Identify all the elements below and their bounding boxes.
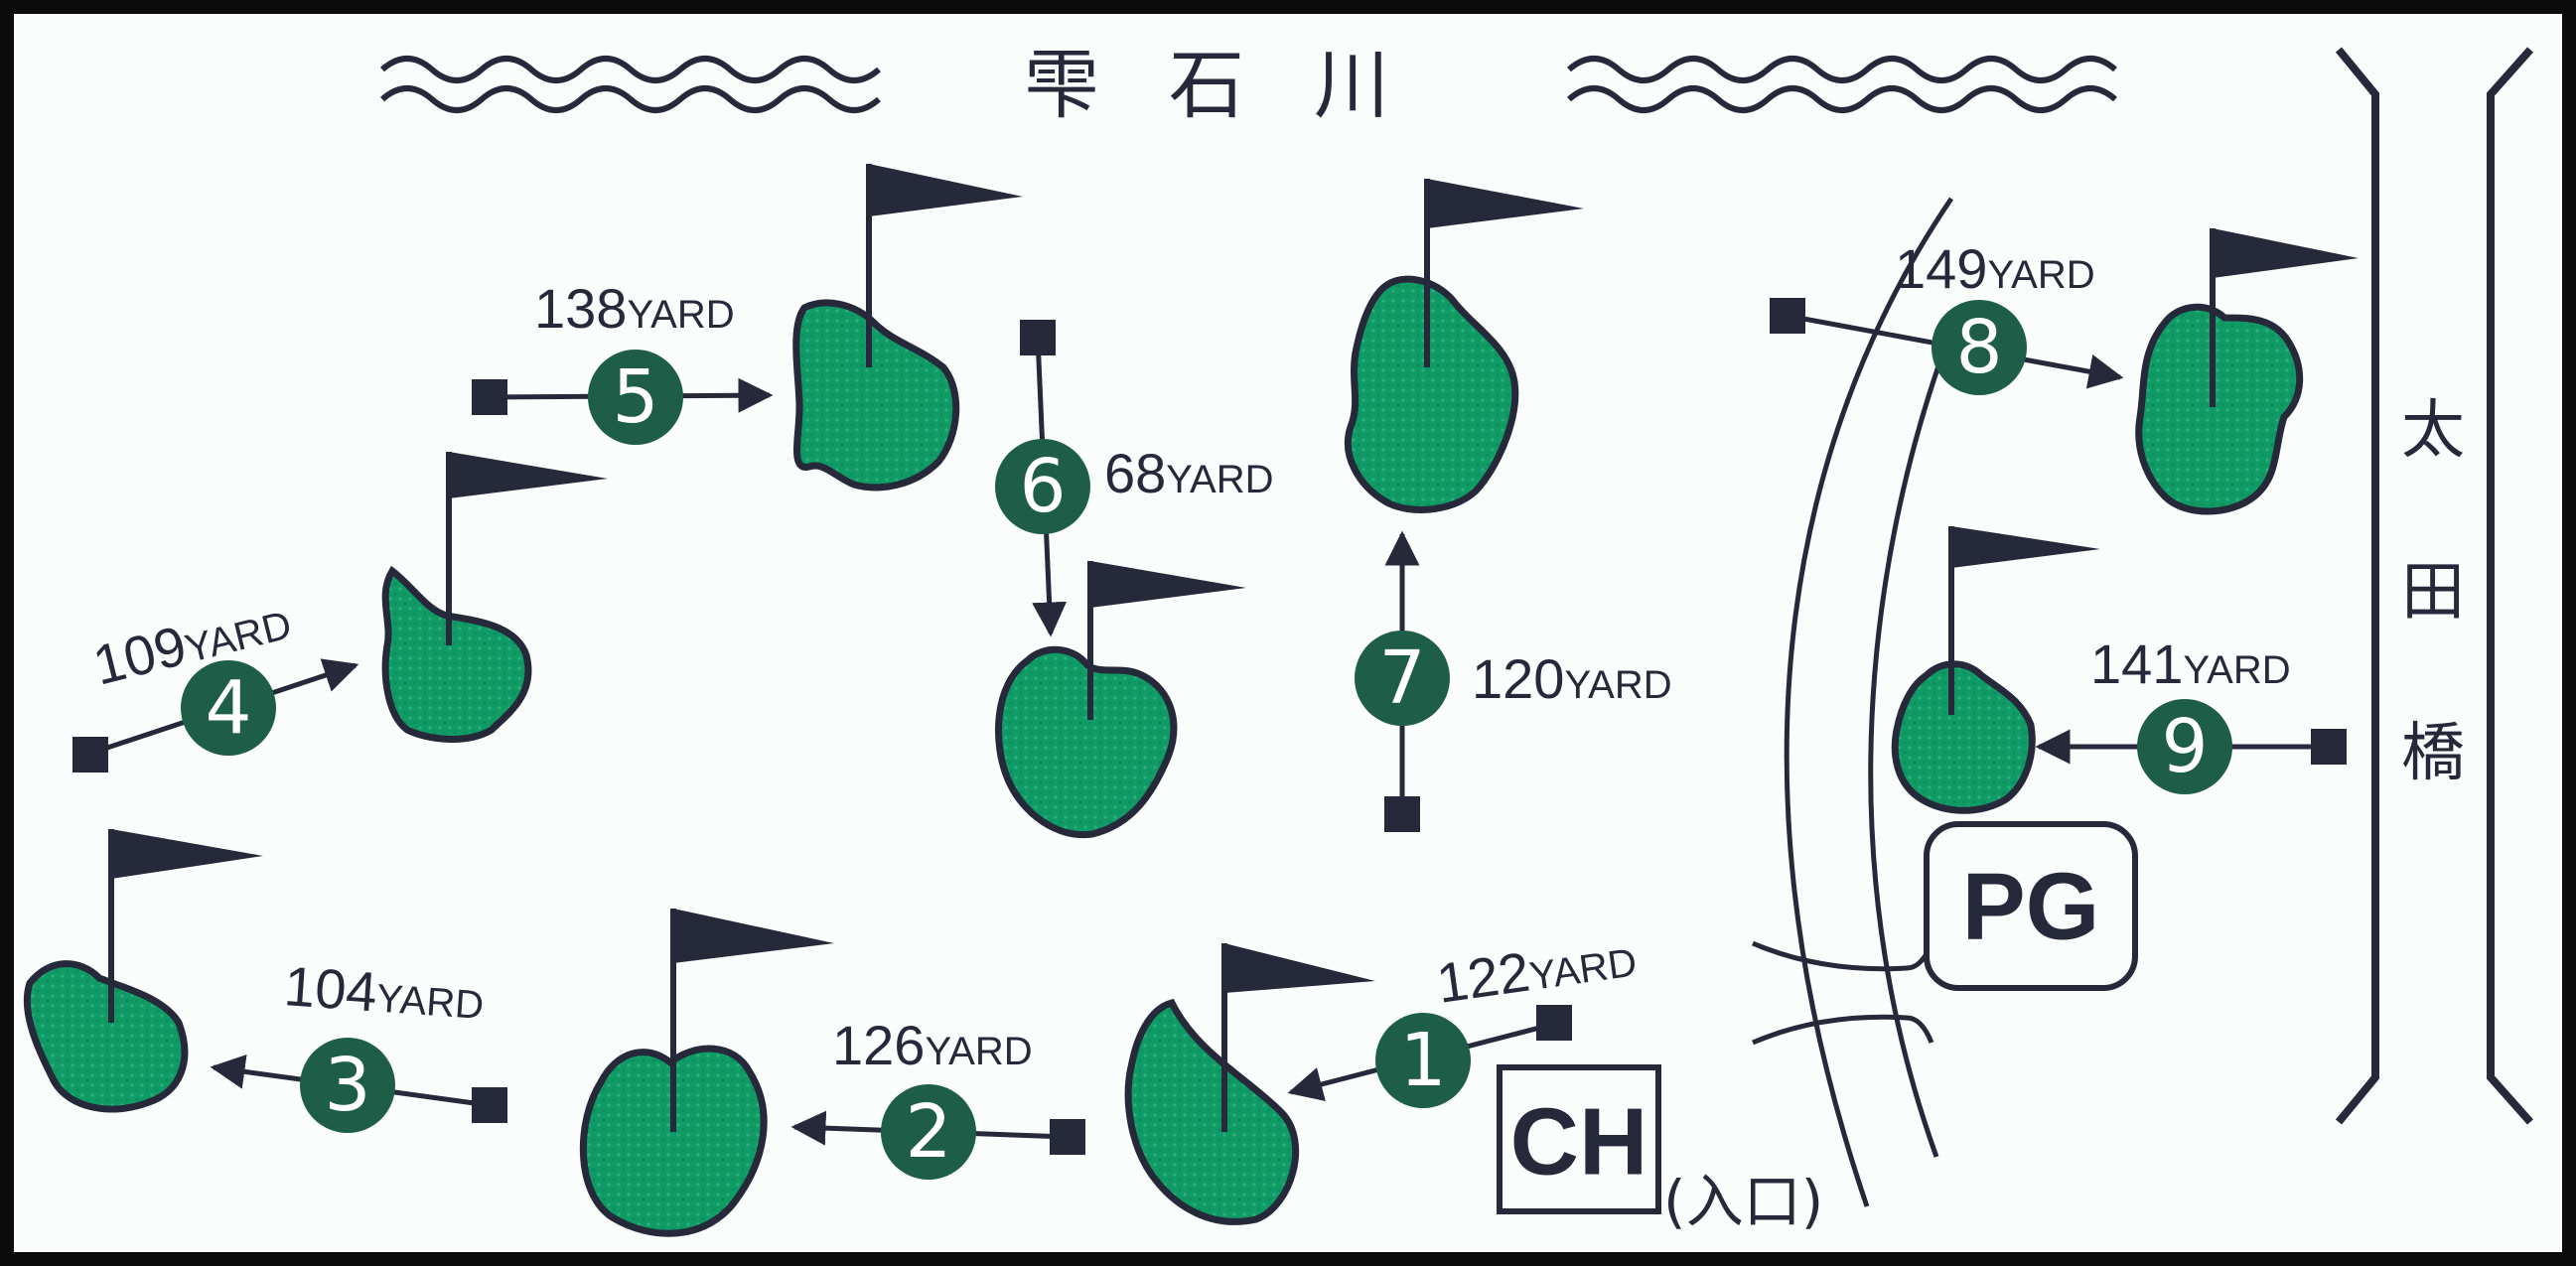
hole-2-yardage: 126YARD [832, 1014, 1033, 1076]
hole-5-number: 5 [612, 354, 658, 440]
yardage-unit: YARD [1987, 253, 2094, 297]
hole-3-number: 3 [324, 1043, 370, 1128]
yardage-value: 141 [2090, 633, 2183, 695]
hole-marker-circle [881, 1084, 976, 1180]
yardage-unit: YARD [925, 1030, 1032, 1073]
flag-icon [1427, 179, 1584, 228]
hole-2-green [579, 909, 834, 1237]
hole-marker-circle [181, 660, 276, 756]
flag-icon [111, 829, 263, 879]
yardage-value: 68 [1104, 442, 1166, 504]
hole-2-tee [1050, 1119, 1085, 1155]
hole-marker-circle [2137, 699, 2232, 794]
hole-marker-circle [1932, 300, 2027, 395]
yardage-value: 122 [1433, 939, 1533, 1014]
flag-icon [1951, 526, 2100, 568]
flag-icon [449, 452, 608, 498]
hole-9-yardage: 141YARD [2090, 633, 2291, 695]
hole-4-number: 4 [205, 665, 251, 751]
yardage-value: 104 [282, 954, 379, 1023]
green-shape [2135, 303, 2304, 515]
flag-icon [1090, 561, 1246, 608]
hole-3-tee [472, 1087, 507, 1123]
hole-1-marker: 1 [1375, 1013, 1471, 1108]
yardage-unit: YARD [1166, 458, 1273, 501]
tee-markers [72, 298, 2347, 1155]
hole-3-green [23, 829, 263, 1113]
hole-6-marker: 6 [995, 439, 1090, 534]
ch-entrance-note: (入口) [1663, 1168, 1823, 1235]
hole-2-marker: 2 [881, 1084, 976, 1180]
green-shape [1344, 275, 1519, 513]
hole-3-yardage: 104YARD [282, 954, 487, 1031]
ch-box [1497, 1064, 1661, 1214]
yardage-unit: YARD [375, 977, 486, 1028]
bridge-label: 太 田 橋 [2401, 394, 2465, 790]
hole-7-green [1344, 179, 1584, 513]
hole-8-tee [1770, 298, 1805, 334]
pg-label: PG [1962, 854, 2100, 960]
river-waves-right [1567, 56, 2117, 113]
yardage-unit: YARD [2183, 648, 2290, 692]
hole-5-yardage: 138YARD [534, 277, 735, 340]
hole-7-marker: 7 [1355, 631, 1450, 726]
hole-8-yardage: 149YARD [1895, 237, 2095, 300]
green-shape [23, 960, 189, 1113]
hole-1-tee [1536, 1005, 1572, 1041]
hole-8-marker: 8 [1932, 300, 2027, 395]
flag-icon [2213, 228, 2359, 278]
hole-5-green [792, 164, 1023, 492]
flag-icon [1224, 943, 1375, 993]
road [1752, 197, 1954, 1207]
bridge-bracket [2335, 47, 2533, 1125]
yardage-unit: YARD [627, 293, 734, 337]
hole-1-number: 1 [1399, 1018, 1446, 1103]
hole-5-tee [472, 379, 507, 415]
hole-4-marker: 4 [181, 660, 276, 756]
hole-marker-circle [1375, 1013, 1471, 1108]
hole-9-green [1891, 526, 2100, 814]
hole-8-number: 8 [1955, 305, 2002, 390]
hole-1-green [1124, 943, 1375, 1225]
hole-2-number: 2 [905, 1089, 951, 1175]
hole-marker-circle [588, 350, 683, 445]
hole-9-number: 9 [2161, 704, 2208, 789]
yardage-value: 149 [1895, 237, 1987, 300]
hole-6-tee [1020, 320, 1056, 355]
hole-9-tee [2311, 729, 2347, 765]
flag-icon [673, 909, 834, 963]
green-shape [792, 299, 960, 492]
hole-6-number: 6 [1019, 444, 1066, 529]
hole-marker-circle [1355, 631, 1450, 726]
hole-7-tee [1384, 796, 1420, 832]
green-shape [1124, 998, 1300, 1225]
ch-label: CH [1510, 1089, 1648, 1196]
yardage-value: 138 [534, 277, 627, 340]
hole-3-marker: 3 [300, 1038, 395, 1133]
yardage-unit: YARD [1564, 663, 1671, 707]
pg-box [1924, 821, 2138, 991]
green-shape [579, 1045, 768, 1237]
hole-marker-circle [995, 439, 1090, 534]
flag-icon [869, 164, 1023, 216]
yardage-value: 120 [1472, 647, 1564, 710]
hole-6-green [995, 561, 1246, 839]
hole-7-yardage: 120YARD [1472, 647, 1672, 710]
hole-5-marker: 5 [588, 350, 683, 445]
bridge-name-char-3: 橋 [2401, 717, 2465, 790]
river-waves-left [380, 56, 881, 113]
hole-9-marker: 9 [2137, 699, 2232, 794]
hole-6-yardage: 68YARD [1104, 442, 1273, 504]
hole-7-number: 7 [1378, 635, 1425, 721]
bridge-name-char-1: 太 [2401, 394, 2465, 468]
hole-marker-circle [300, 1038, 395, 1133]
hole-4-tee [72, 737, 108, 773]
hole-4-green [381, 452, 608, 743]
green-shape [1891, 660, 2036, 814]
bridge-name-char-2: 田 [2401, 556, 2465, 630]
yardage-value: 126 [832, 1014, 925, 1076]
hole-8-green [2135, 228, 2359, 515]
river-name: 雫石川 [1024, 41, 1459, 129]
